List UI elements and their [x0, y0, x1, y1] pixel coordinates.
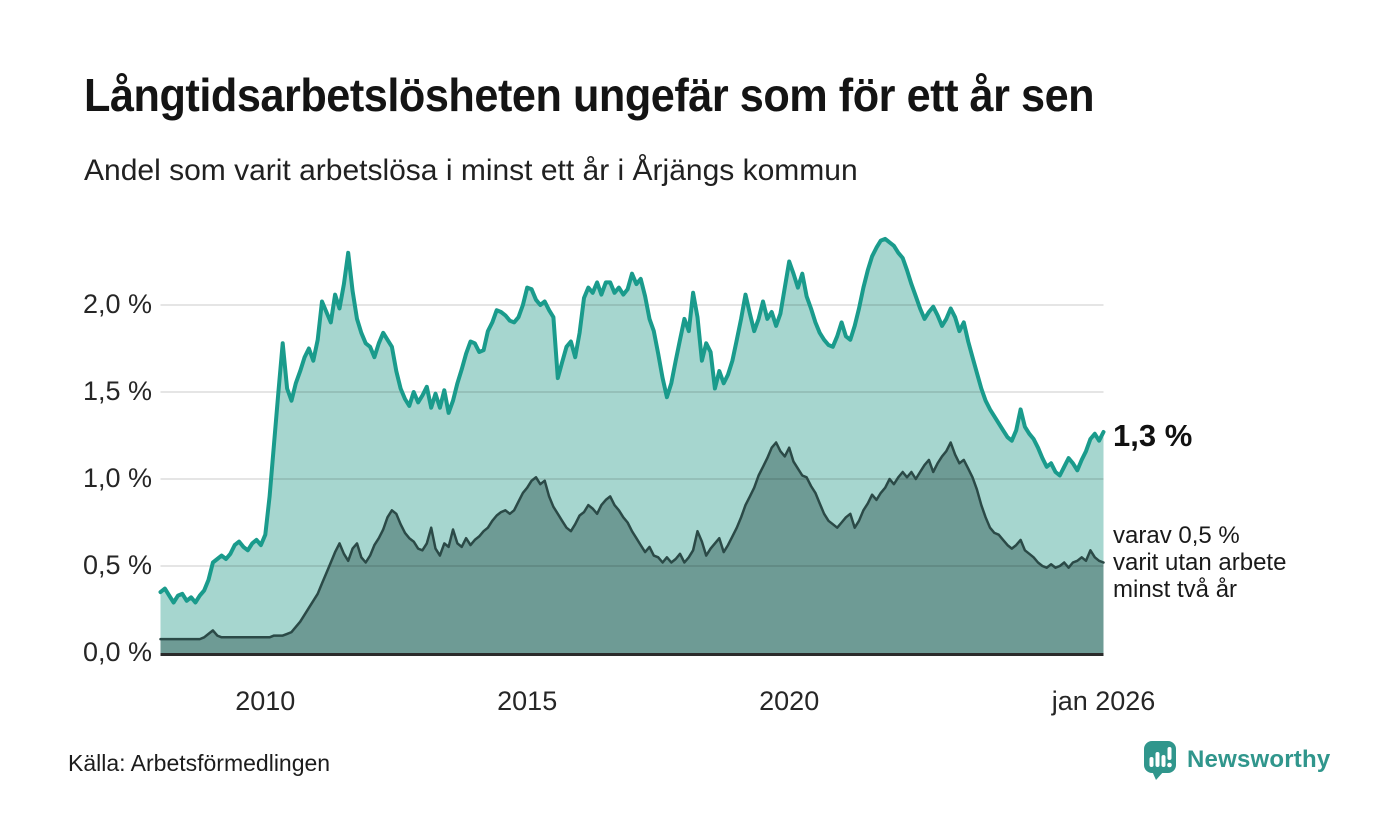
secondary-annotation-line: varav 0,5 %: [1113, 522, 1240, 549]
x-axis-label: 2010: [235, 686, 296, 716]
series-1yr-line: [158, 236, 1106, 605]
y-axis-label: 0,5 %: [82, 550, 152, 580]
secondary-annotation-line: varit utan arbete: [1113, 549, 1287, 576]
x-axis-labels: 2010 2015 2020 jan 2026: [0, 686, 1400, 726]
x-axis-label: 2015: [497, 686, 558, 716]
latest-value-annotation: 1,3 %: [1113, 418, 1193, 453]
series-2yr-area: [160, 442, 1104, 653]
y-axis-label: 2,0 %: [82, 289, 152, 319]
newsworthy-brand: Newsworthy: [1143, 740, 1330, 780]
y-axis-label: 0,0 %: [82, 637, 152, 667]
chart-areas: [160, 238, 1104, 653]
gridlines: [160, 304, 1104, 567]
y-axis-label: 1,5 %: [82, 376, 152, 406]
newsworthy-logo-text: Newsworthy: [1187, 746, 1331, 773]
newsworthy-logo-icon: [1144, 741, 1176, 780]
secondary-annotation-line: minst två år: [1113, 576, 1238, 603]
page-title: Långtidsarbetslösheten ungefär som för e…: [84, 69, 1095, 121]
y-axis-label: 1,0 %: [82, 463, 152, 493]
series-2yr-line: [159, 441, 1105, 641]
x-axis-label: 2020: [759, 686, 820, 716]
secondary-annotation: varav 0,5 % varit utan arbete minst två …: [1113, 522, 1286, 603]
x-axis-label: jan 2026: [1051, 686, 1156, 716]
source-note: Källa: Arbetsförmedlingen: [68, 750, 331, 776]
page-subtitle: Andel som varit arbetslösa i minst ett å…: [84, 154, 858, 187]
y-axis-labels: 0,0 % 0,5 % 1,0 % 1,5 % 2,0 %: [0, 0, 152, 700]
